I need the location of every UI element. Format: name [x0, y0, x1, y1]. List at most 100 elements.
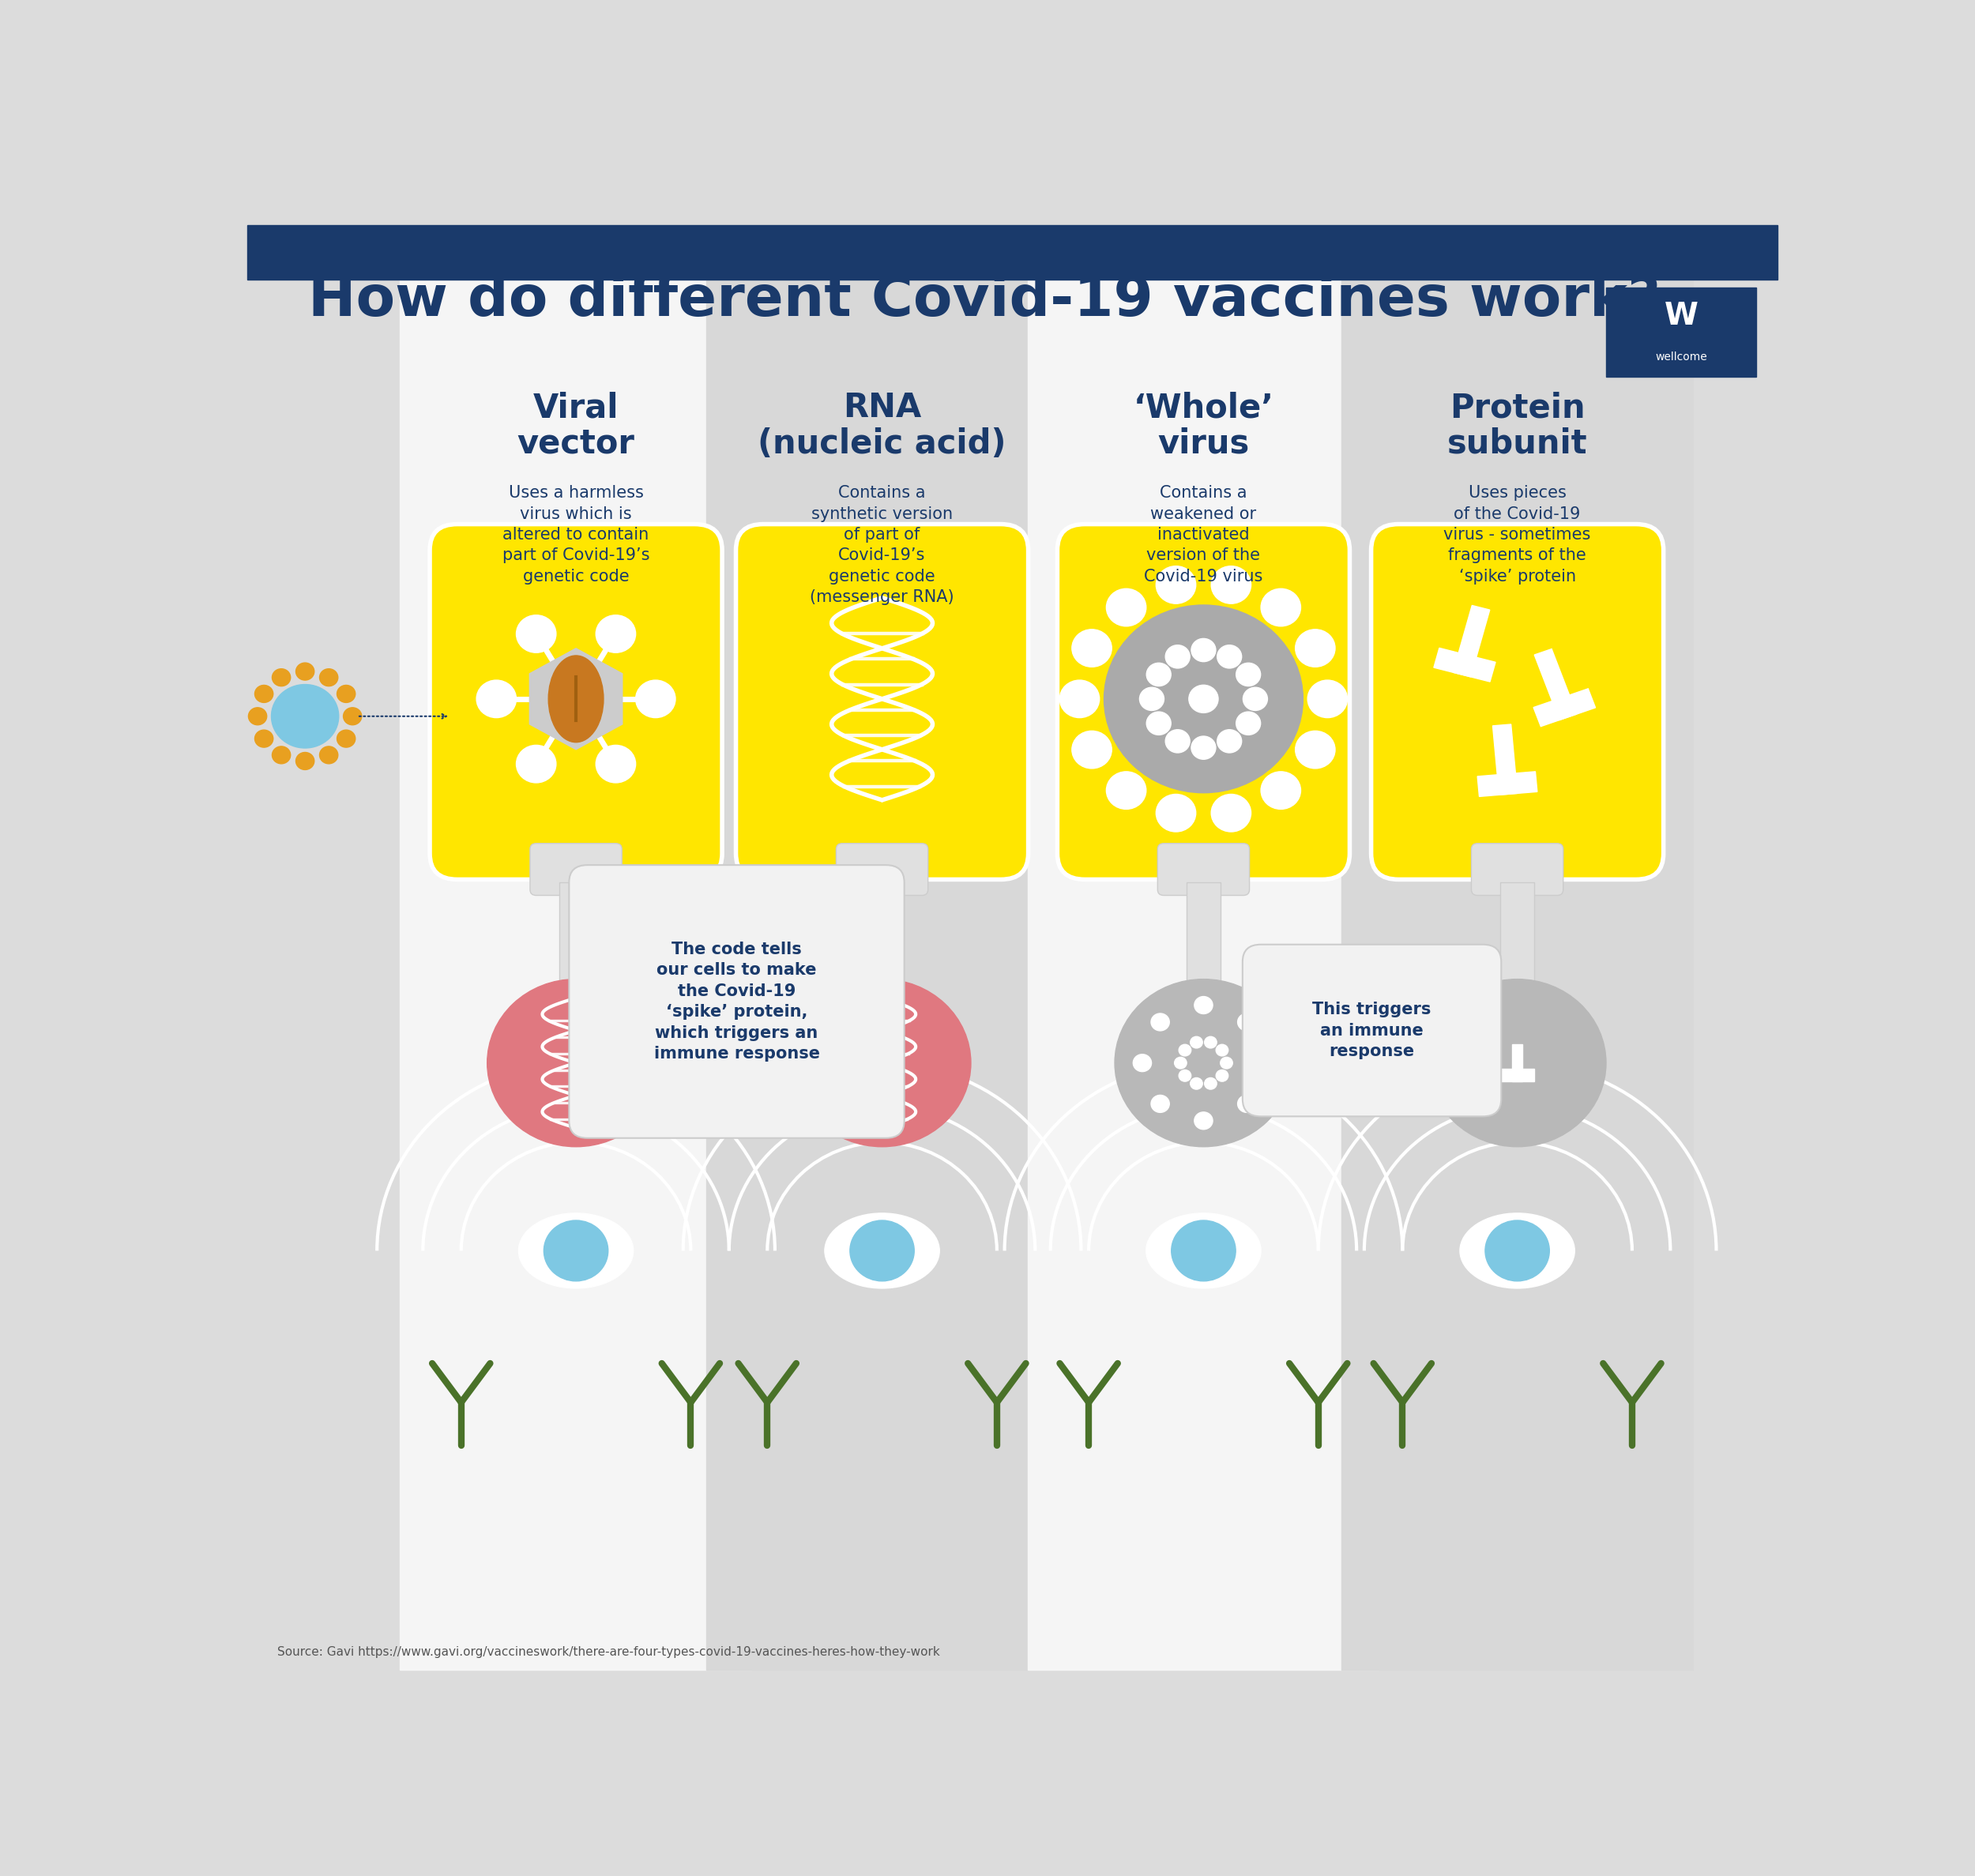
- Circle shape: [515, 745, 557, 782]
- Polygon shape: [1513, 1045, 1523, 1082]
- Polygon shape: [1493, 724, 1517, 795]
- FancyBboxPatch shape: [1175, 1000, 1232, 1043]
- Circle shape: [1146, 711, 1171, 735]
- Text: RNA
(nucleic acid): RNA (nucleic acid): [758, 392, 1007, 460]
- Circle shape: [1296, 732, 1335, 769]
- Circle shape: [271, 685, 340, 749]
- Bar: [1341, 280, 1693, 1670]
- Circle shape: [1211, 567, 1250, 604]
- Circle shape: [1195, 996, 1213, 1013]
- Circle shape: [1428, 979, 1606, 1146]
- Circle shape: [1238, 1013, 1256, 1030]
- Circle shape: [1155, 567, 1195, 604]
- Circle shape: [636, 681, 675, 719]
- Ellipse shape: [826, 1214, 940, 1289]
- Circle shape: [1191, 1079, 1203, 1090]
- Circle shape: [596, 745, 636, 782]
- Circle shape: [296, 662, 314, 681]
- Circle shape: [1140, 687, 1163, 711]
- Circle shape: [1151, 1096, 1169, 1112]
- Text: Contains a
synthetic version
of part of
Covid-19’s
genetic code
(messenger RNA): Contains a synthetic version of part of …: [810, 486, 954, 606]
- FancyBboxPatch shape: [1471, 844, 1564, 895]
- Circle shape: [488, 979, 666, 1146]
- Circle shape: [1217, 730, 1242, 752]
- Circle shape: [1072, 732, 1112, 769]
- Bar: [707, 280, 1059, 1670]
- Circle shape: [1104, 606, 1304, 794]
- Circle shape: [1195, 1112, 1213, 1129]
- Ellipse shape: [519, 1214, 634, 1289]
- Text: ‘Whole’
virus: ‘Whole’ virus: [1134, 392, 1274, 460]
- Circle shape: [1191, 1037, 1203, 1049]
- Circle shape: [273, 670, 290, 687]
- Circle shape: [1134, 1054, 1151, 1071]
- Ellipse shape: [549, 655, 604, 743]
- Circle shape: [1106, 589, 1146, 627]
- Circle shape: [1165, 730, 1189, 752]
- Circle shape: [1061, 681, 1100, 719]
- Circle shape: [1191, 638, 1217, 662]
- Circle shape: [1217, 645, 1242, 668]
- Circle shape: [320, 747, 338, 764]
- FancyBboxPatch shape: [835, 844, 928, 895]
- Bar: [1027, 280, 1379, 1670]
- Circle shape: [296, 752, 314, 769]
- Circle shape: [344, 707, 361, 724]
- Circle shape: [1307, 681, 1347, 719]
- Bar: [247, 225, 1778, 280]
- FancyBboxPatch shape: [569, 865, 905, 1139]
- Circle shape: [1296, 628, 1335, 668]
- Text: Uses a harmless
virus which is
altered to contain
part of Covid-19’s
genetic cod: Uses a harmless virus which is altered t…: [502, 486, 650, 583]
- Circle shape: [1189, 685, 1219, 713]
- FancyBboxPatch shape: [1242, 944, 1501, 1116]
- Polygon shape: [1501, 1069, 1535, 1082]
- Circle shape: [849, 1221, 914, 1281]
- Circle shape: [596, 615, 636, 653]
- Circle shape: [320, 670, 338, 687]
- Circle shape: [338, 685, 356, 702]
- Circle shape: [255, 685, 273, 702]
- FancyBboxPatch shape: [1157, 844, 1250, 895]
- Circle shape: [1171, 1221, 1236, 1281]
- Ellipse shape: [1146, 1214, 1260, 1289]
- Circle shape: [1106, 771, 1146, 809]
- Bar: [865, 882, 899, 1013]
- Circle shape: [543, 1221, 608, 1281]
- Text: How do different Covid-19 vaccines work?: How do different Covid-19 vaccines work?: [308, 274, 1661, 328]
- Text: W: W: [1665, 300, 1698, 330]
- Circle shape: [1217, 1069, 1228, 1081]
- Polygon shape: [1533, 688, 1596, 726]
- Text: This triggers
an immune
response: This triggers an immune response: [1313, 1002, 1432, 1060]
- Ellipse shape: [1460, 1214, 1574, 1289]
- Circle shape: [1146, 662, 1171, 687]
- Circle shape: [1485, 1221, 1550, 1281]
- Text: Source: Gavi https://www.gavi.org/vaccineswork/there-are-four-types-covid-19-vac: Source: Gavi https://www.gavi.org/vaccin…: [277, 1647, 940, 1658]
- Circle shape: [249, 707, 267, 724]
- FancyBboxPatch shape: [737, 523, 1029, 880]
- FancyBboxPatch shape: [1606, 287, 1756, 377]
- Circle shape: [476, 681, 515, 719]
- Text: Contains a
weakened or
inactivated
version of the
Covid-19 virus: Contains a weakened or inactivated versi…: [1144, 486, 1262, 583]
- Bar: [399, 280, 752, 1670]
- Polygon shape: [529, 649, 622, 750]
- Text: Protein
subunit: Protein subunit: [1448, 392, 1588, 460]
- Circle shape: [1211, 794, 1250, 831]
- Circle shape: [1175, 1058, 1187, 1069]
- Circle shape: [1072, 628, 1112, 668]
- Bar: [1501, 882, 1535, 1013]
- FancyBboxPatch shape: [547, 1000, 604, 1043]
- Circle shape: [1221, 1058, 1232, 1069]
- FancyBboxPatch shape: [431, 523, 723, 880]
- Circle shape: [1238, 1096, 1256, 1112]
- Circle shape: [1151, 1013, 1169, 1030]
- Circle shape: [794, 979, 972, 1146]
- Circle shape: [273, 747, 290, 764]
- Circle shape: [1236, 711, 1260, 735]
- Text: Viral
vector: Viral vector: [517, 392, 634, 460]
- Circle shape: [515, 615, 557, 653]
- Circle shape: [1205, 1037, 1217, 1049]
- FancyBboxPatch shape: [1057, 523, 1349, 880]
- Circle shape: [1256, 1054, 1274, 1071]
- FancyBboxPatch shape: [529, 844, 622, 895]
- Polygon shape: [1454, 606, 1489, 677]
